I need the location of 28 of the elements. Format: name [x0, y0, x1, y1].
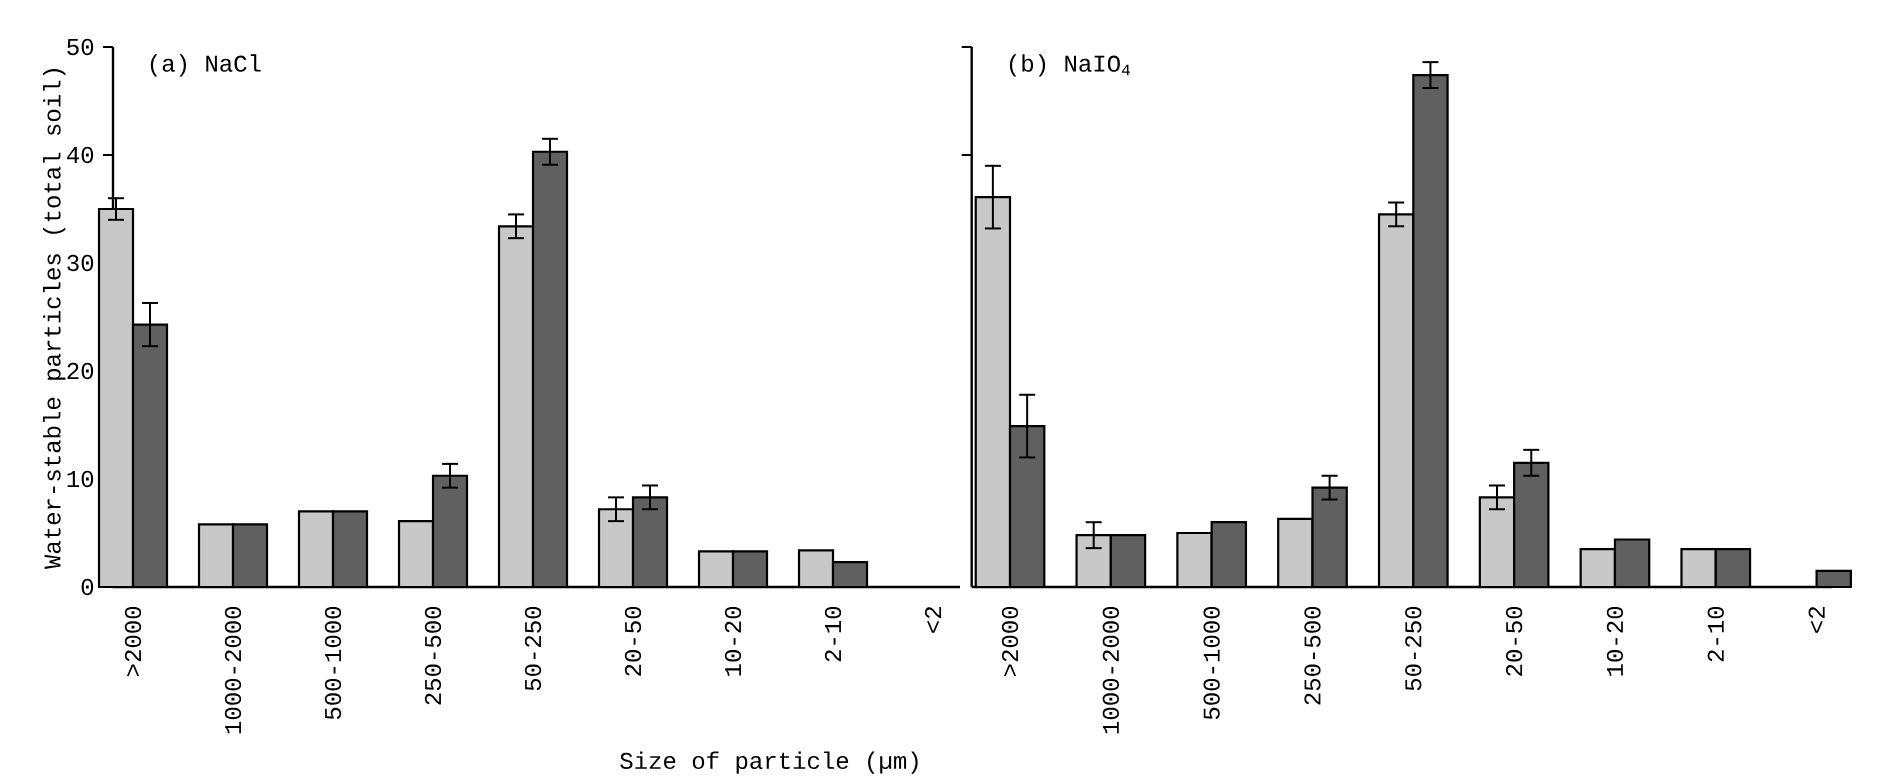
- y-tick-label: 40: [67, 146, 94, 164]
- x-tick-label: 2-10: [824, 606, 842, 662]
- x-tick-label: 250-500: [424, 606, 442, 705]
- x-tick-label: 10-20: [1606, 606, 1624, 676]
- x-axis-title: Size of particle (µm): [620, 751, 918, 774]
- y-axis-title: Water-stable particles (total soil): [43, 69, 66, 570]
- chart-title: (a) NaCl: [150, 54, 261, 77]
- chart-title: (b) NaIO$_{4}$: [1009, 54, 1130, 77]
- x-tick-label: 50-250: [1405, 606, 1422, 691]
- y-tick-label: 30: [67, 254, 94, 272]
- y-tick-label: 10: [67, 470, 94, 488]
- x-tick-label: <2: [1808, 607, 1825, 633]
- x-tick-label: 20-50: [1505, 606, 1523, 676]
- y-tick-label: 20: [67, 362, 94, 380]
- x-tick-label: 250-500: [1304, 606, 1321, 705]
- x-tick-label: 2-10: [1707, 606, 1724, 662]
- x-tick-label: 1000-2000: [1102, 606, 1119, 734]
- x-tick-label: 500-1000: [1203, 606, 1220, 720]
- x-tick-label: >2000: [1001, 606, 1019, 677]
- x-tick-label: 1000-2000: [224, 606, 242, 734]
- x-tick-label: 10-20: [724, 606, 742, 676]
- y-tick-label: 0: [81, 578, 94, 596]
- y-tick-label: 50: [67, 38, 94, 56]
- x-tick-label: <2: [924, 607, 942, 633]
- x-tick-label: >2000: [124, 606, 142, 677]
- x-tick-label: 20-50: [624, 606, 642, 676]
- x-tick-label: 500-1000: [324, 606, 342, 720]
- x-tick-label: 50-250: [524, 606, 542, 691]
